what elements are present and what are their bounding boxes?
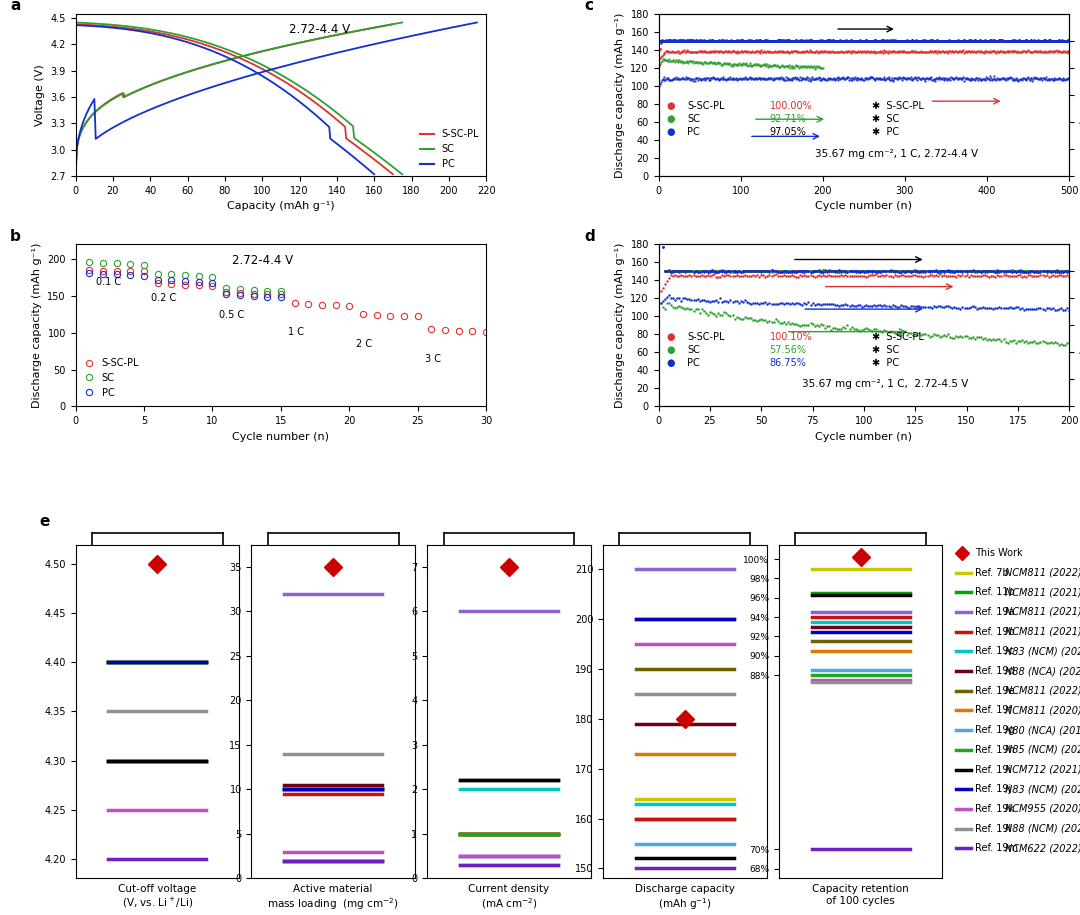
Text: 3 C: 3 C xyxy=(424,354,441,364)
Text: S-SC-PL: S-SC-PL xyxy=(687,102,725,112)
Text: N83 (NCM) (2021): N83 (NCM) (2021) xyxy=(1005,784,1080,794)
Text: NCM811 (2022): NCM811 (2022) xyxy=(1005,567,1080,577)
X-axis label: Cycle number (n): Cycle number (n) xyxy=(815,201,913,211)
Text: Ref. 19i: Ref. 19i xyxy=(975,765,1012,775)
Text: SC: SC xyxy=(687,345,700,355)
Text: ●: ● xyxy=(666,127,675,137)
Text: SC: SC xyxy=(687,114,700,124)
X-axis label: Cut-off voltage
(V, vs. Li$^+$/Li): Cut-off voltage (V, vs. Li$^+$/Li) xyxy=(118,884,197,910)
X-axis label: Cycle number (n): Cycle number (n) xyxy=(232,432,329,442)
Text: N88 (NCA) (2021): N88 (NCA) (2021) xyxy=(1005,666,1080,676)
Text: ✱  PC: ✱ PC xyxy=(873,358,900,368)
Legend: S-SC-PL, SC, PC: S-SC-PL, SC, PC xyxy=(81,354,144,402)
X-axis label: Capacity (mAh g⁻¹): Capacity (mAh g⁻¹) xyxy=(227,201,335,211)
Text: Ref. 19m: Ref. 19m xyxy=(975,844,1018,854)
Text: NCM811 (2021): NCM811 (2021) xyxy=(1005,627,1080,637)
Text: Ref. 19h: Ref. 19h xyxy=(975,745,1015,755)
Text: NCM811 (2022): NCM811 (2022) xyxy=(1005,685,1080,695)
Text: Ref. 19f: Ref. 19f xyxy=(975,705,1012,716)
X-axis label: Capacity retention
of 100 cycles: Capacity retention of 100 cycles xyxy=(812,884,909,906)
Text: ●: ● xyxy=(666,345,675,355)
Text: ✱  SC: ✱ SC xyxy=(873,345,900,355)
Text: Ref. 11b: Ref. 11b xyxy=(975,587,1015,597)
Text: Ref. 19a: Ref. 19a xyxy=(975,607,1015,617)
Text: 1 C: 1 C xyxy=(287,327,303,337)
Text: 2 C: 2 C xyxy=(356,339,373,350)
Text: a: a xyxy=(10,0,21,14)
Text: Ref. 19g: Ref. 19g xyxy=(975,726,1015,735)
Text: ●: ● xyxy=(666,102,675,112)
Text: S-SC-PL: S-SC-PL xyxy=(687,332,725,341)
Text: 35.67 mg cm⁻², 1 C, 2.72-4.4 V: 35.67 mg cm⁻², 1 C, 2.72-4.4 V xyxy=(814,148,977,158)
Text: N88 (NCM) (2022): N88 (NCM) (2022) xyxy=(1005,824,1080,834)
Text: 97.05%: 97.05% xyxy=(769,127,807,137)
Text: Ref. 19e: Ref. 19e xyxy=(975,685,1015,695)
Text: NCM712 (2021): NCM712 (2021) xyxy=(1005,765,1080,775)
Text: Ref. 7b: Ref. 7b xyxy=(975,567,1009,577)
Text: N80 (NCA) (2019): N80 (NCA) (2019) xyxy=(1005,726,1080,735)
Text: ✱  SC: ✱ SC xyxy=(873,114,900,124)
Text: 2.72-4.4 V: 2.72-4.4 V xyxy=(289,23,350,37)
Text: 100.00%: 100.00% xyxy=(769,102,812,112)
Text: This Work: This Work xyxy=(975,548,1023,558)
Y-axis label: Voltage (V): Voltage (V) xyxy=(35,64,45,125)
X-axis label: Active material
mass loading  (mg cm$^{-2}$): Active material mass loading (mg cm$^{-2… xyxy=(268,884,399,912)
Text: Ref. 19l: Ref. 19l xyxy=(975,824,1012,834)
Text: ✱  S-SC-PL: ✱ S-SC-PL xyxy=(873,332,924,341)
Y-axis label: Discharge capacity (mAh g⁻¹): Discharge capacity (mAh g⁻¹) xyxy=(615,12,625,178)
Text: b: b xyxy=(10,229,21,244)
Text: 57.56%: 57.56% xyxy=(769,345,807,355)
Y-axis label: Discharge capacity (mAh g⁻¹): Discharge capacity (mAh g⁻¹) xyxy=(31,242,42,408)
Text: N85 (NCM) (2021): N85 (NCM) (2021) xyxy=(1005,745,1080,755)
Text: NCM955 (2020): NCM955 (2020) xyxy=(1005,804,1080,814)
Text: NCM811 (2021): NCM811 (2021) xyxy=(1005,607,1080,617)
Text: ●: ● xyxy=(666,332,675,341)
Legend: S-SC-PL, SC, PC: S-SC-PL, SC, PC xyxy=(418,127,482,171)
Text: 0.2 C: 0.2 C xyxy=(151,293,176,303)
Text: d: d xyxy=(584,229,595,244)
X-axis label: Current density
(mA cm$^{-2}$): Current density (mA cm$^{-2}$) xyxy=(469,884,550,911)
X-axis label: Discharge capacity
(mAh g$^{-1}$): Discharge capacity (mAh g$^{-1}$) xyxy=(635,884,734,912)
Text: 0.5 C: 0.5 C xyxy=(219,310,244,320)
Text: Ref. 19c: Ref. 19c xyxy=(975,646,1014,656)
Text: NCM811 (2021): NCM811 (2021) xyxy=(1005,587,1080,597)
Text: ●: ● xyxy=(666,358,675,368)
Text: ●: ● xyxy=(666,114,675,124)
Text: Ref. 19b: Ref. 19b xyxy=(975,627,1015,637)
Text: 35.67 mg cm⁻², 1 C,  2.72-4.5 V: 35.67 mg cm⁻², 1 C, 2.72-4.5 V xyxy=(802,379,969,389)
Text: NCM811 (2020): NCM811 (2020) xyxy=(1005,705,1080,716)
Text: 86.75%: 86.75% xyxy=(769,358,807,368)
Y-axis label: Discharge capacity (mAh g⁻¹): Discharge capacity (mAh g⁻¹) xyxy=(615,242,625,408)
Text: c: c xyxy=(584,0,594,14)
Text: N83 (NCM) (2021): N83 (NCM) (2021) xyxy=(1005,646,1080,656)
Text: 2.72-4.4 V: 2.72-4.4 V xyxy=(231,253,293,266)
Text: PC: PC xyxy=(687,358,700,368)
Text: PC: PC xyxy=(687,127,700,137)
Text: ✱  S-SC-PL: ✱ S-SC-PL xyxy=(873,102,924,112)
Text: 100.10%: 100.10% xyxy=(769,332,812,341)
Text: Ref. 19k: Ref. 19k xyxy=(975,804,1014,814)
Text: Ref. 19j: Ref. 19j xyxy=(975,784,1012,794)
Text: e: e xyxy=(40,514,50,529)
X-axis label: Cycle number (n): Cycle number (n) xyxy=(815,432,913,442)
Text: Ref. 19d: Ref. 19d xyxy=(975,666,1015,676)
Text: 0.1 C: 0.1 C xyxy=(96,276,121,286)
Text: 92.71%: 92.71% xyxy=(769,114,807,124)
Text: NCM622 (2022): NCM622 (2022) xyxy=(1005,844,1080,854)
Text: ✱  PC: ✱ PC xyxy=(873,127,900,137)
